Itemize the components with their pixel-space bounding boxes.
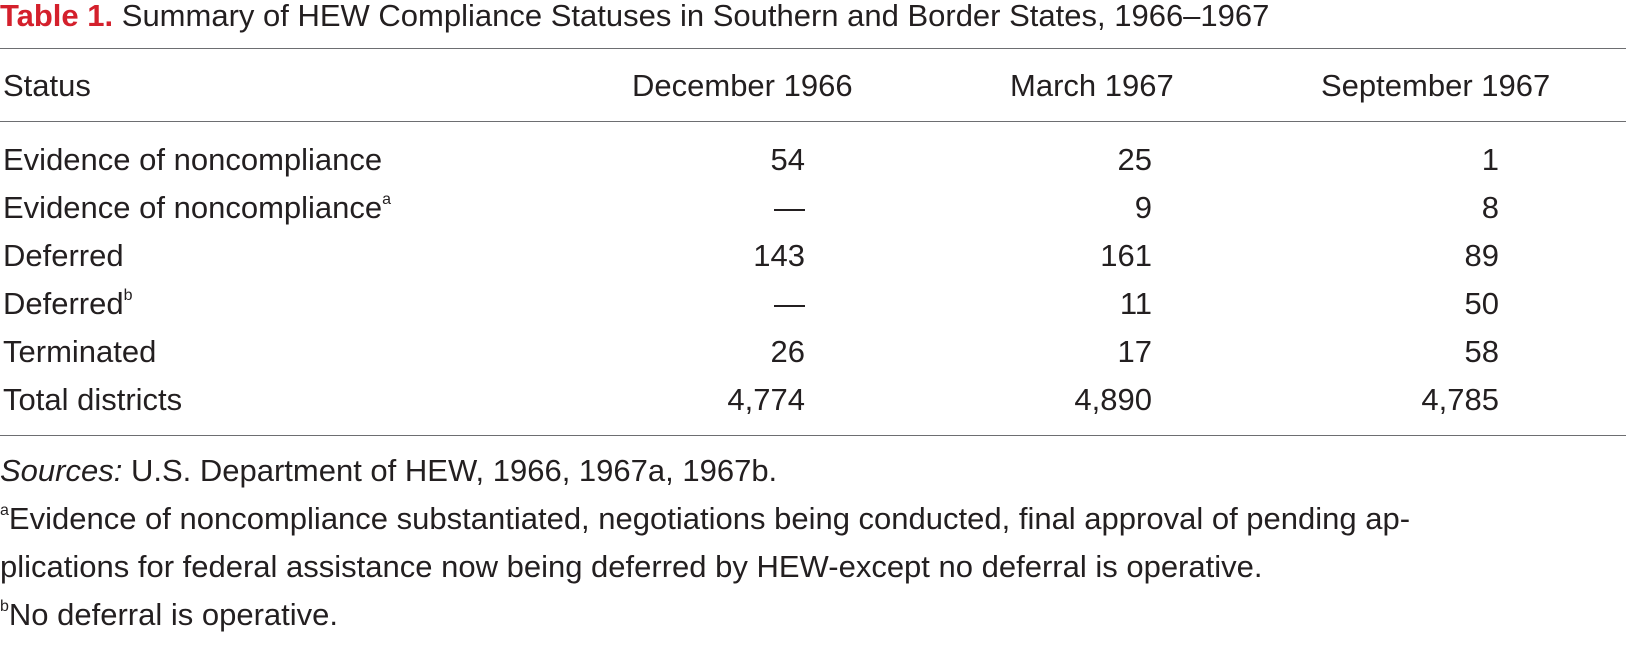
footnote-marker-b: b	[123, 287, 133, 304]
september-1967-cell: 4,785	[1421, 382, 1499, 417]
table-caption: Table 1. Summary of HEW Compliance Statu…	[0, 0, 1269, 44]
table-label: Table 1.	[0, 0, 114, 33]
sources-label: Sources:	[0, 453, 123, 488]
march-1967-cell: 17	[1117, 334, 1152, 369]
september-1967-cell: 89	[1464, 238, 1499, 273]
status-cell: Terminated	[3, 327, 156, 377]
footnote-a-line1: Evidence of noncompliance substantiated,…	[8, 501, 1411, 536]
table-title: Summary of HEW Compliance Statuses in So…	[121, 0, 1270, 33]
bottom-rule	[0, 435, 1626, 436]
table-row: Total districts 4,774 4,890 4,785	[0, 375, 1626, 425]
december-1966-cell: 4,774	[727, 382, 805, 417]
december-1966-cell: —	[774, 190, 805, 225]
column-header-status: Status	[3, 68, 91, 103]
table-row: Deferred 143 161 89	[0, 231, 1626, 281]
status-cell: Evidence of noncompliancea	[3, 183, 391, 233]
status-text: Deferred	[3, 238, 124, 273]
march-1967-cell: 161	[1100, 238, 1152, 273]
status-cell: Deferredb	[3, 279, 133, 329]
march-1967-cell: 11	[1119, 286, 1152, 321]
march-1967-cell: 25	[1117, 142, 1152, 177]
december-1966-cell: 54	[770, 142, 805, 177]
march-1967-cell: 4,890	[1074, 382, 1152, 417]
footnote-marker-a: a	[382, 191, 392, 208]
footnote-b-text: No deferral is operative.	[8, 597, 339, 632]
table-row: Evidence of noncompliancea — 9 8	[0, 183, 1626, 233]
status-text: Evidence of noncompliance	[3, 190, 383, 225]
header-row: Status December 1966 March 1967 Septembe…	[0, 61, 1626, 111]
september-1967-cell: 1	[1481, 142, 1499, 177]
status-text: Total districts	[3, 382, 183, 417]
march-1967-cell: 9	[1134, 190, 1152, 225]
december-1966-cell: 143	[753, 238, 805, 273]
status-text: Terminated	[3, 334, 157, 369]
header-rule	[0, 121, 1626, 122]
footnote-b-marker: b	[0, 598, 9, 615]
sources-text: U.S. Department of HEW, 1966, 1967a, 196…	[122, 453, 778, 488]
footnote-a-line2: plications for federal assistance now be…	[0, 549, 1263, 584]
column-header-march-1967: March 1967	[1010, 68, 1174, 103]
status-text: Deferred	[3, 286, 124, 321]
sources-note: Sources: U.S. Department of HEW, 1966, 1…	[0, 446, 1626, 496]
table-row: Terminated 26 17 58	[0, 327, 1626, 377]
status-cell: Deferred	[3, 231, 124, 281]
september-1967-cell: 50	[1464, 286, 1499, 321]
footnote-a-continued: plications for federal assistance now be…	[0, 542, 1626, 592]
column-header-december-1966: December 1966	[632, 68, 853, 103]
table-row: Deferredb — 11 50	[0, 279, 1626, 329]
september-1967-cell: 58	[1464, 334, 1499, 369]
status-cell: Evidence of noncompliance	[3, 135, 382, 185]
december-1966-cell: —	[774, 286, 805, 321]
column-header-september-1967: September 1967	[1321, 68, 1551, 103]
status-text: Evidence of noncompliance	[3, 142, 383, 177]
status-cell: Total districts	[3, 375, 182, 425]
table-row: Evidence of noncompliance 54 25 1	[0, 135, 1626, 185]
footnote-a-marker: a	[0, 502, 9, 519]
footnote-a: aEvidence of noncompliance substantiated…	[0, 494, 1626, 544]
top-rule	[0, 48, 1626, 49]
december-1966-cell: 26	[770, 334, 805, 369]
footnote-b: bNo deferral is operative.	[0, 590, 1626, 640]
september-1967-cell: 8	[1481, 190, 1499, 225]
